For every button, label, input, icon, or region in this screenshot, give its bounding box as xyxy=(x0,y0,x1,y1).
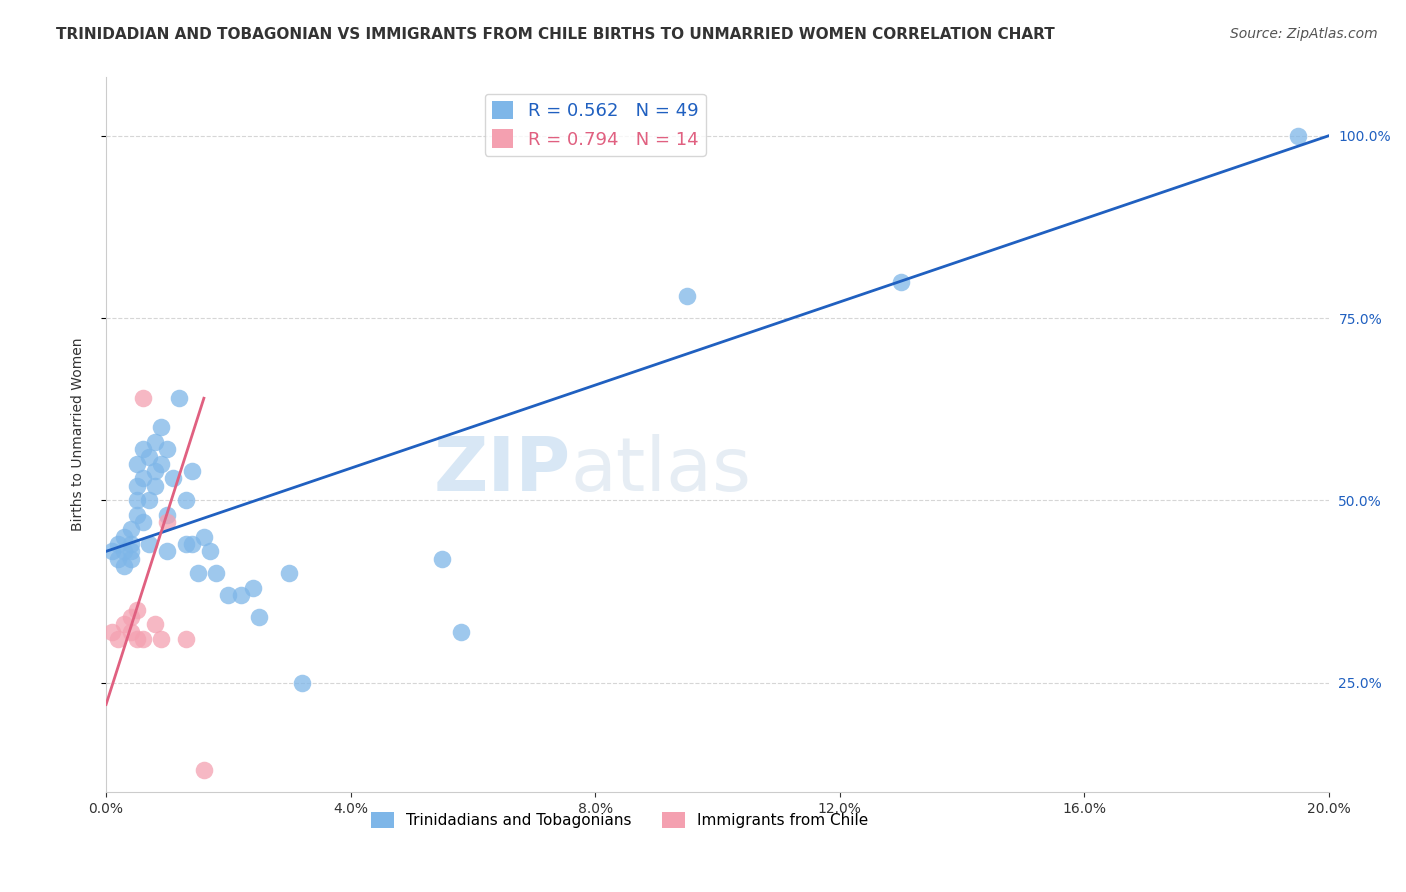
Point xyxy=(107,537,129,551)
Point xyxy=(120,610,142,624)
Point xyxy=(247,610,270,624)
Point xyxy=(150,420,173,434)
Text: TRINIDADIAN AND TOBAGONIAN VS IMMIGRANTS FROM CHILE BIRTHS TO UNMARRIED WOMEN CO: TRINIDADIAN AND TOBAGONIAN VS IMMIGRANTS… xyxy=(56,27,1054,42)
Point xyxy=(132,515,155,529)
Point xyxy=(112,544,135,558)
Point xyxy=(162,471,184,485)
Y-axis label: Births to Unmarried Women: Births to Unmarried Women xyxy=(72,338,86,532)
Point xyxy=(180,464,202,478)
Point xyxy=(890,275,912,289)
Point xyxy=(125,603,148,617)
Point xyxy=(291,675,314,690)
Point xyxy=(675,289,697,303)
Point xyxy=(107,551,129,566)
Point xyxy=(132,442,155,457)
Point xyxy=(180,537,202,551)
Point xyxy=(193,763,215,777)
Point xyxy=(242,581,264,595)
Point xyxy=(156,442,179,457)
Point xyxy=(101,624,124,639)
Text: ZIP: ZIP xyxy=(433,434,571,507)
Point xyxy=(174,537,197,551)
Point xyxy=(132,632,155,646)
Point xyxy=(150,457,173,471)
Point xyxy=(138,537,160,551)
Point xyxy=(143,479,166,493)
Point xyxy=(112,530,135,544)
Point xyxy=(132,471,155,485)
Text: Source: ZipAtlas.com: Source: ZipAtlas.com xyxy=(1230,27,1378,41)
Point xyxy=(120,544,142,558)
Point xyxy=(120,537,142,551)
Point xyxy=(138,450,160,464)
Text: atlas: atlas xyxy=(571,434,752,507)
Point xyxy=(107,632,129,646)
Point xyxy=(125,479,148,493)
Point xyxy=(205,566,228,581)
Point xyxy=(143,464,166,478)
Point xyxy=(120,551,142,566)
Point xyxy=(156,508,179,522)
Point xyxy=(120,624,142,639)
Point xyxy=(125,632,148,646)
Point xyxy=(112,617,135,632)
Point xyxy=(229,588,252,602)
Point xyxy=(1286,128,1309,143)
Point xyxy=(198,544,221,558)
Point xyxy=(278,566,301,581)
Point xyxy=(112,558,135,573)
Point xyxy=(101,544,124,558)
Point xyxy=(450,624,472,639)
Point xyxy=(193,530,215,544)
Point xyxy=(217,588,239,602)
Point xyxy=(187,566,209,581)
Legend: Trinidadians and Tobagonians, Immigrants from Chile: Trinidadians and Tobagonians, Immigrants… xyxy=(364,806,875,834)
Point xyxy=(125,493,148,508)
Point xyxy=(156,544,179,558)
Point xyxy=(125,457,148,471)
Point xyxy=(132,391,155,405)
Point xyxy=(174,493,197,508)
Point xyxy=(169,391,191,405)
Point xyxy=(138,493,160,508)
Point xyxy=(174,632,197,646)
Point xyxy=(156,515,179,529)
Point xyxy=(143,617,166,632)
Point xyxy=(143,435,166,450)
Point xyxy=(120,523,142,537)
Point xyxy=(432,551,454,566)
Point xyxy=(150,632,173,646)
Point xyxy=(125,508,148,522)
